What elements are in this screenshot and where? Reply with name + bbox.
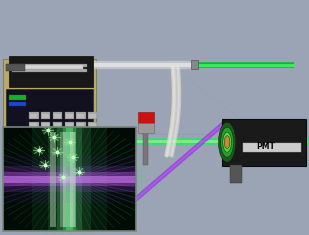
Bar xyxy=(57,127,82,231)
Ellipse shape xyxy=(66,153,79,162)
Ellipse shape xyxy=(48,133,60,141)
Bar xyxy=(88,112,97,119)
Bar xyxy=(54,123,61,128)
Bar xyxy=(60,132,66,227)
Bar xyxy=(53,112,62,119)
Ellipse shape xyxy=(224,136,230,149)
Bar xyxy=(230,165,242,183)
Bar xyxy=(88,122,97,128)
Ellipse shape xyxy=(221,127,234,157)
Bar xyxy=(89,114,96,118)
Bar xyxy=(29,122,39,128)
Bar xyxy=(42,123,49,128)
Bar xyxy=(3,172,136,186)
Bar xyxy=(3,156,136,203)
Bar xyxy=(63,132,76,227)
Bar xyxy=(48,127,91,231)
Bar xyxy=(29,112,39,119)
Bar xyxy=(138,112,154,123)
Bar xyxy=(42,114,49,118)
Bar xyxy=(191,60,198,69)
Ellipse shape xyxy=(218,122,236,162)
Ellipse shape xyxy=(51,148,63,156)
Bar xyxy=(77,123,84,128)
Bar xyxy=(65,112,74,119)
Bar xyxy=(138,123,154,133)
Bar xyxy=(65,122,74,128)
Bar xyxy=(12,64,87,67)
Ellipse shape xyxy=(73,167,85,176)
Ellipse shape xyxy=(57,173,70,181)
Bar xyxy=(30,123,37,128)
Bar xyxy=(54,114,61,118)
Bar xyxy=(53,122,62,128)
Bar xyxy=(50,132,56,227)
Bar xyxy=(66,127,73,231)
Bar xyxy=(9,102,26,106)
Bar xyxy=(3,127,136,231)
Bar xyxy=(243,143,301,152)
Bar xyxy=(12,69,87,72)
Bar xyxy=(9,95,26,100)
Bar xyxy=(30,114,37,118)
Bar xyxy=(41,122,50,128)
Ellipse shape xyxy=(223,132,231,152)
Ellipse shape xyxy=(39,161,51,169)
Text: PMT: PMT xyxy=(256,142,275,151)
Ellipse shape xyxy=(32,146,45,155)
Bar xyxy=(70,132,75,227)
Bar xyxy=(3,176,136,183)
Bar xyxy=(41,112,50,119)
Bar xyxy=(19,65,83,69)
Bar xyxy=(3,166,136,192)
Ellipse shape xyxy=(63,138,76,146)
Bar xyxy=(77,114,84,118)
Ellipse shape xyxy=(42,126,54,134)
Bar xyxy=(76,122,86,128)
Bar xyxy=(66,123,73,128)
Bar xyxy=(6,64,25,70)
Bar xyxy=(76,112,86,119)
Bar xyxy=(3,59,96,129)
Bar xyxy=(32,127,107,231)
Bar xyxy=(3,127,136,231)
Bar xyxy=(9,56,93,87)
Bar xyxy=(63,127,76,231)
Bar xyxy=(66,114,73,118)
Bar xyxy=(89,123,96,128)
Bar xyxy=(222,119,306,166)
Bar xyxy=(143,132,148,164)
Bar xyxy=(6,89,93,129)
